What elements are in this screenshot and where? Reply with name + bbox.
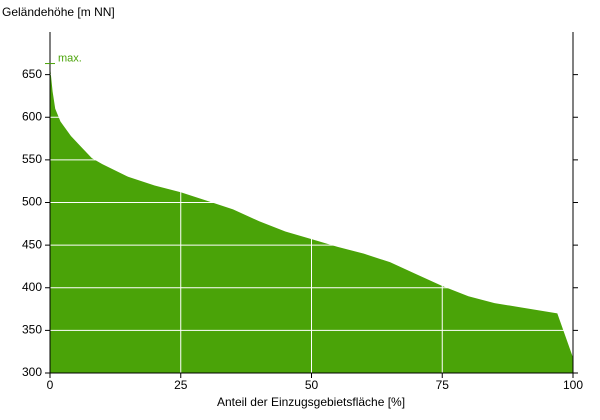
x-tick-label: 0 bbox=[47, 378, 54, 392]
x-axis-label: Anteil der Einzugsgebietsfläche [%] bbox=[217, 395, 405, 409]
y-tick-label: 500 bbox=[22, 195, 42, 209]
y-tick-label: 300 bbox=[22, 365, 42, 379]
x-tick-label: 75 bbox=[436, 378, 450, 392]
y-tick-label: 450 bbox=[22, 237, 42, 251]
x-tick-label: 50 bbox=[305, 378, 319, 392]
x-tick-label: 100 bbox=[563, 378, 583, 392]
y-tick-label: 600 bbox=[22, 109, 42, 123]
y-tick-label: 550 bbox=[22, 152, 42, 166]
y-tick-label: 650 bbox=[22, 67, 42, 81]
max-label: max. bbox=[58, 52, 82, 64]
x-tick-label: 25 bbox=[174, 378, 188, 392]
y-tick-label: 350 bbox=[22, 323, 42, 337]
y-tick-label: 400 bbox=[22, 280, 42, 294]
y-axis-label: Geländehöhe [m NN] bbox=[2, 5, 115, 19]
